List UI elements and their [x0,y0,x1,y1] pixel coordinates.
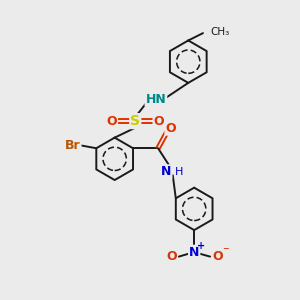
Text: O: O [166,250,176,263]
Text: N: N [189,246,200,259]
Text: ⁻: ⁻ [222,245,229,258]
Text: CH₃: CH₃ [210,27,230,37]
Text: H: H [175,167,183,177]
Text: O: O [106,115,117,128]
Text: +: + [196,241,205,251]
Text: HN: HN [146,93,166,106]
Text: S: S [130,114,140,128]
Text: O: O [212,250,223,263]
Text: N: N [161,165,172,178]
Text: O: O [154,115,164,128]
Text: O: O [165,122,176,135]
Text: Br: Br [65,139,81,152]
